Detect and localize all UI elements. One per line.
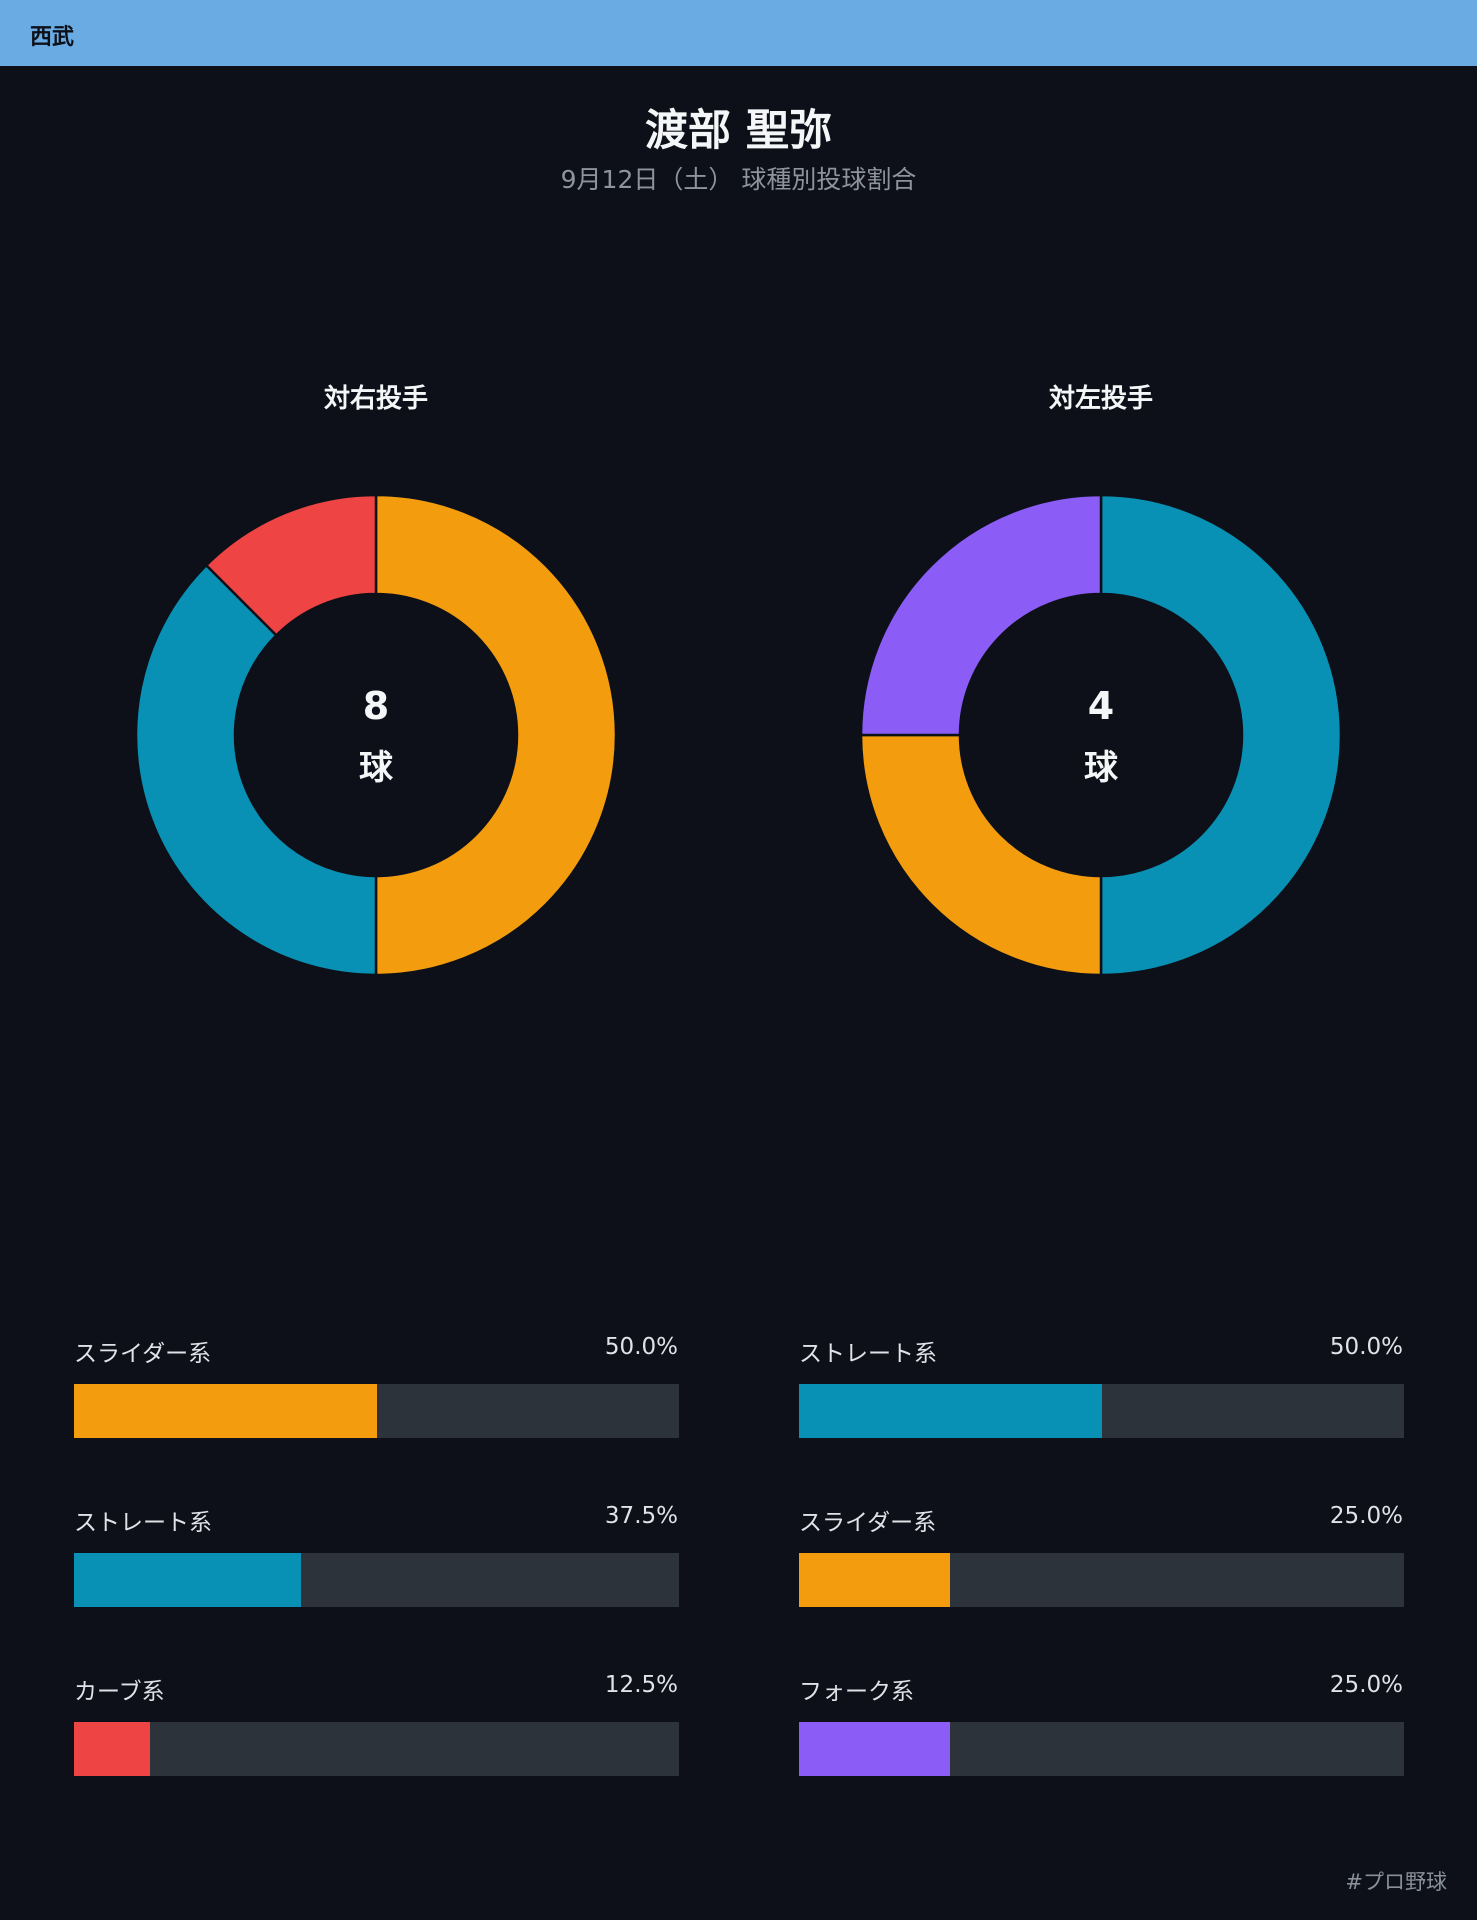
bar-track	[799, 1722, 1404, 1776]
bar-percentage: 50.0%	[604, 1334, 678, 1360]
donut-chart-vs-right	[134, 493, 618, 977]
bar-label: スライダー系	[74, 1341, 212, 1367]
bar-fill	[799, 1553, 951, 1607]
bar-percentage: 25.0%	[1329, 1672, 1403, 1698]
donut-slice-3	[859, 493, 1103, 737]
bar-fill	[74, 1722, 150, 1776]
bar-label: カーブ系	[74, 1679, 165, 1705]
donut-chart-vs-left	[859, 493, 1343, 977]
donut-slice-2	[134, 563, 378, 977]
bar-track	[74, 1553, 679, 1607]
donut-slice-1	[374, 493, 618, 977]
donut-unit-vs-right: 球	[359, 748, 393, 788]
chart-subtitle: 9月12日（土） 球種別投球割合	[560, 165, 917, 194]
donut-slice-2	[859, 733, 1103, 977]
bar-track	[799, 1553, 1404, 1607]
donut-title-vs-left: 対左投手	[1048, 384, 1153, 414]
bar-label: ストレート系	[799, 1341, 937, 1367]
hashtag: #プロ野球	[1345, 1870, 1447, 1894]
donut-title-vs-right: 対右投手	[323, 384, 428, 414]
player-name: 渡部 聖弥	[645, 106, 832, 156]
bar-percentage: 12.5%	[604, 1672, 678, 1698]
donut-slice-3	[204, 493, 378, 638]
team-header-bar: 西武	[0, 0, 1477, 66]
donut-total-vs-right: 8	[362, 684, 390, 728]
donut-slice-1	[1099, 493, 1343, 977]
bar-label: ストレート系	[74, 1510, 212, 1536]
bar-track	[799, 1384, 1404, 1438]
bar-percentage: 37.5%	[604, 1503, 678, 1529]
bar-label: フォーク系	[799, 1679, 914, 1705]
donut-unit-vs-left: 球	[1084, 748, 1118, 788]
bar-track	[74, 1384, 679, 1438]
bar-fill	[799, 1722, 951, 1776]
bar-label: スライダー系	[799, 1510, 937, 1536]
bar-percentage: 25.0%	[1329, 1503, 1403, 1529]
bar-track	[74, 1722, 679, 1776]
bar-fill	[799, 1384, 1102, 1438]
team-name: 西武	[30, 25, 75, 50]
bar-fill	[74, 1553, 301, 1607]
bar-percentage: 50.0%	[1329, 1334, 1403, 1360]
donut-total-vs-left: 4	[1087, 684, 1115, 728]
bar-fill	[74, 1384, 377, 1438]
